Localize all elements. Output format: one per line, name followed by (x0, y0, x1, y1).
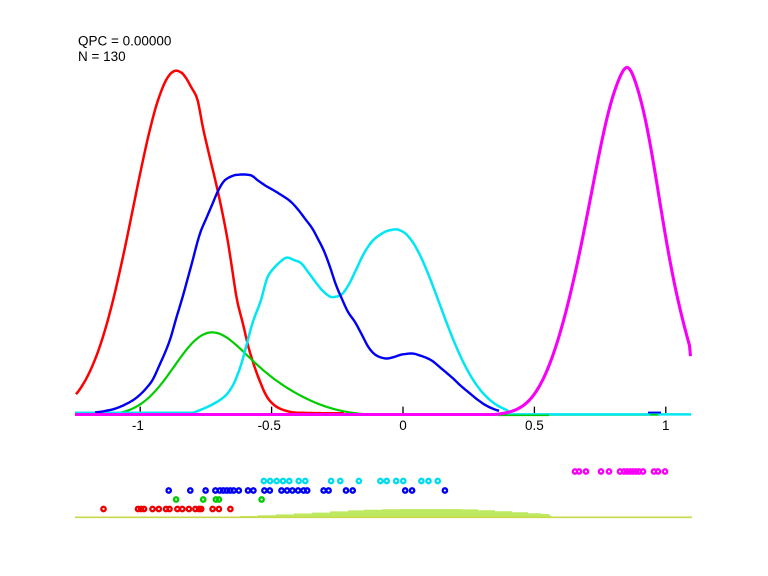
svg-text:-0.5: -0.5 (258, 418, 281, 433)
svg-text:1: 1 (662, 418, 670, 433)
svg-text:QPC = 0.00000: QPC = 0.00000 (78, 34, 171, 49)
svg-text:0.5: 0.5 (525, 418, 544, 433)
svg-text:0: 0 (399, 418, 407, 433)
svg-text:N = 130: N = 130 (78, 49, 126, 64)
svg-text:-1: -1 (132, 418, 144, 433)
